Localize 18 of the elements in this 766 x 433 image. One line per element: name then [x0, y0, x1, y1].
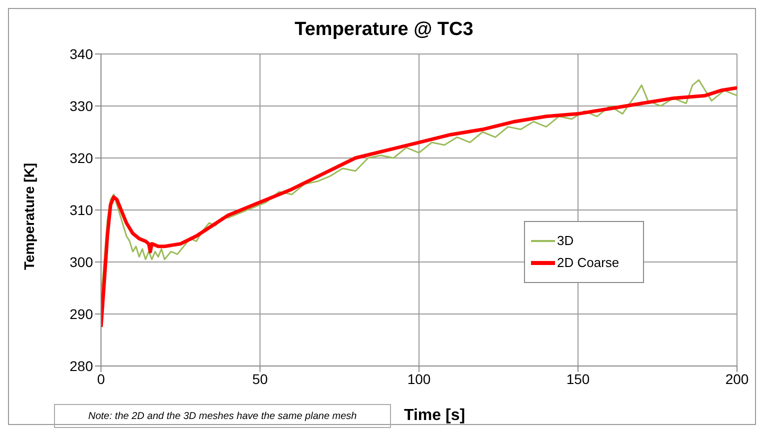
y-tick-label: 290: [70, 306, 94, 322]
x-tick-label: 0: [97, 370, 106, 387]
legend-label: 3D: [557, 232, 574, 250]
y-tick-label: 320: [70, 150, 94, 166]
y-tick-label: 300: [70, 254, 94, 270]
chart-title: Temperature @ TC3: [294, 19, 474, 41]
y-axis-title: Temperature [K]: [20, 162, 37, 270]
y-tick-label: 340: [70, 46, 94, 62]
y-tick-label: 330: [70, 98, 94, 114]
x-tick-label: 200: [725, 370, 749, 387]
y-tick-label: 280: [70, 358, 94, 374]
x-axis-title: Time [s]: [404, 407, 466, 425]
y-tick-label: 310: [70, 202, 94, 218]
text: Note: the 2D and the 3D meshes have the same plane mesh: [54, 404, 391, 428]
legend-label: 2D Coarse: [557, 254, 620, 272]
x-tick-label: 50: [252, 370, 268, 387]
x-tick-label: 100: [407, 370, 431, 387]
x-tick-label: 150: [566, 370, 590, 387]
